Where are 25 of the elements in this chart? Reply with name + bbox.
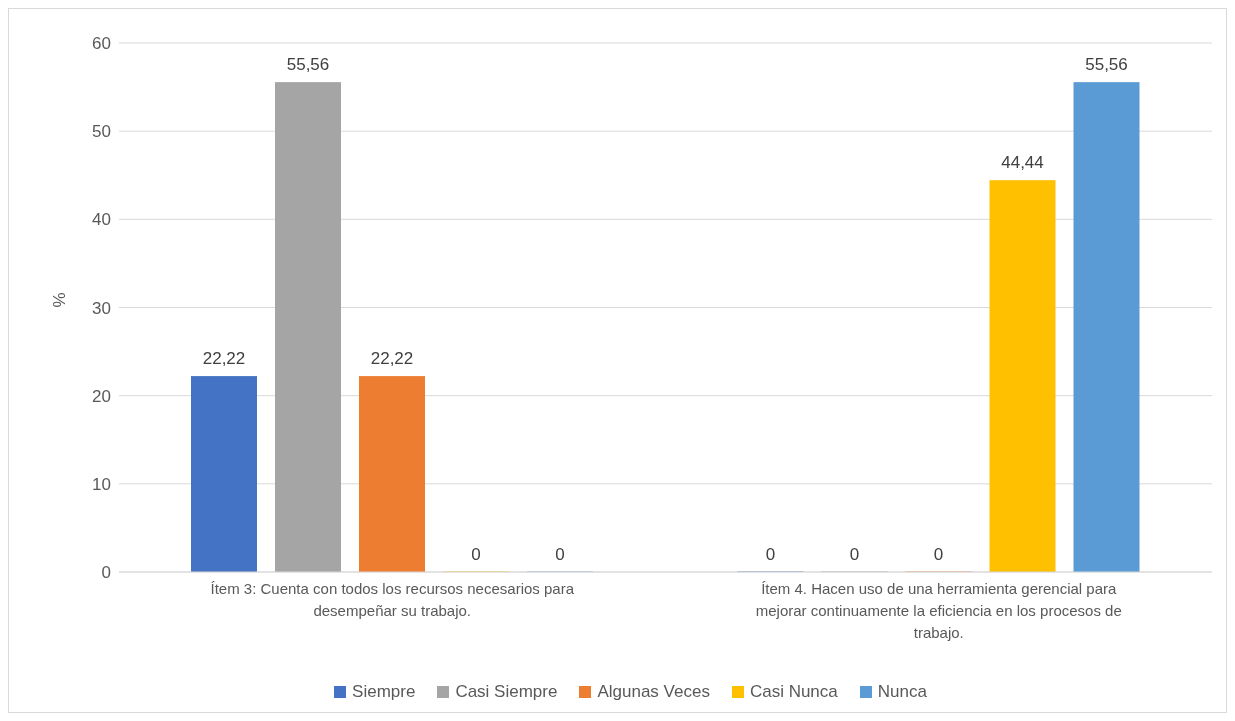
y-tick-label: 0 — [101, 563, 111, 583]
y-tick-label: 50 — [92, 122, 111, 142]
data-label: 44,44 — [1001, 153, 1044, 173]
data-label: 0 — [849, 545, 860, 564]
x-tick-label: Ítem 3: Cuenta con todos los recursos necesarios para desempeñar su trabajo. — [210, 580, 575, 619]
data-label: 0 — [765, 545, 776, 564]
y-tick-label: 20 — [92, 386, 111, 406]
data-label: 0 — [555, 545, 565, 564]
legend-label: Casi Siempre — [455, 682, 558, 702]
data-label: 0 — [933, 545, 944, 564]
y-tick-label: 10 — [92, 474, 111, 494]
legend-label: Siempre — [352, 682, 416, 702]
y-tick-label: 30 — [92, 298, 111, 318]
legend-label: Algunas Veces — [597, 682, 710, 702]
legend-label: Nunca — [877, 682, 927, 702]
data-label: 55,56 — [286, 55, 330, 75]
data-label: 0 — [471, 545, 481, 564]
y-axis-title: % — [50, 292, 70, 308]
data-label: 55,56 — [1085, 55, 1128, 75]
x-tick-label: Ítem 4. Hacen uso de una herramienta gerencial para mejorar continuamente la eficiencia en los procesos de trabajo. — [755, 580, 1122, 641]
data-label: 22,22 — [202, 349, 246, 369]
legend-label: Casi Nunca — [749, 682, 838, 702]
y-tick-label: 60 — [92, 34, 111, 54]
y-tick-label: 40 — [92, 210, 111, 230]
data-label: 22,22 — [370, 349, 414, 369]
